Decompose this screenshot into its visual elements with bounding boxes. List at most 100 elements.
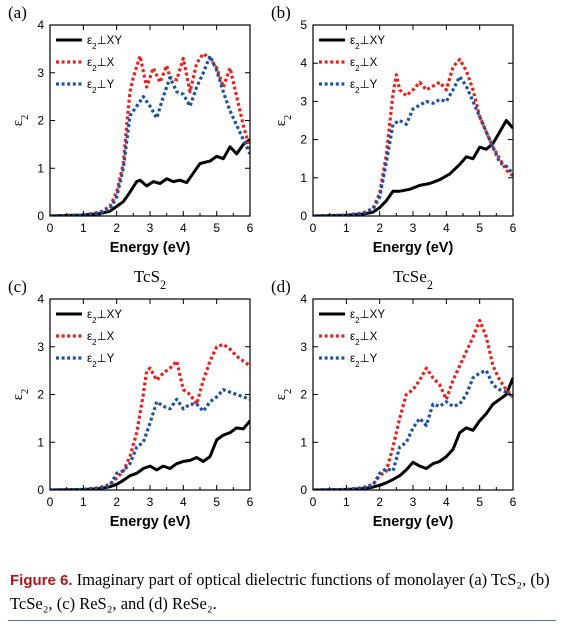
- legend-label-1: ε2⊥X: [87, 331, 115, 347]
- x-tick-label: 4: [443, 221, 450, 235]
- caption-label: Figure 6.: [10, 572, 73, 589]
- x-tick-label: 3: [410, 221, 417, 235]
- panel-label: (b): [271, 3, 291, 22]
- y-tick-label: 0: [37, 483, 44, 497]
- y-tick-label: 3: [37, 66, 44, 80]
- caption-divider: [8, 620, 556, 621]
- y-tick-label: 5: [300, 18, 307, 32]
- y-tick-label: 2: [37, 114, 44, 128]
- x-tick-label: 4: [180, 495, 187, 509]
- x-tick-label: 1: [80, 495, 87, 509]
- legend-label-2: ε2⊥Y: [87, 353, 115, 369]
- material-label: TcS2: [134, 267, 166, 292]
- material-label: TcSe2: [393, 267, 433, 292]
- x-tick-label: 5: [476, 495, 483, 509]
- x-tick-label: 6: [247, 495, 254, 509]
- chart-panel-b: 0 1 2 3 4 5 6 0 1 2 3 4 5 Energy (eV) ε2 (b) TcSe2 ε2⊥XY ε…: [271, 3, 517, 292]
- series-line-0: [313, 378, 513, 490]
- series-line-2: [313, 371, 513, 490]
- legend-label-0: ε2⊥XY: [350, 35, 385, 51]
- legend-label-2: ε2⊥Y: [350, 353, 378, 369]
- y-tick-label: 1: [300, 171, 307, 185]
- y-tick-label: 1: [37, 435, 44, 449]
- panel-label: (d): [271, 277, 291, 296]
- plot-frame: [50, 25, 250, 216]
- legend-label-0: ε2⊥XY: [87, 309, 122, 325]
- series-line-1: [50, 344, 250, 490]
- legend-label-2: ε2⊥Y: [350, 79, 378, 95]
- panel-label: (a): [8, 3, 27, 22]
- x-tick-label: 0: [47, 495, 54, 509]
- x-tick-label: 6: [247, 221, 254, 235]
- x-tick-label: 5: [213, 221, 220, 235]
- y-tick-label: 3: [300, 94, 307, 108]
- x-tick-label: 3: [410, 495, 417, 509]
- series-group: [313, 321, 513, 491]
- y-axis-label: ε2: [10, 389, 31, 401]
- y-axis-label: ε2: [273, 115, 294, 127]
- figure-6: 0 1 2 3 4 5 6 0 1 2 3 4 Energy (eV) ε2 (a) TcS2 ε2⊥XY ε2⊥…: [0, 0, 566, 540]
- legend-label-0: ε2⊥XY: [87, 35, 122, 51]
- legend-label-2: ε2⊥Y: [87, 79, 115, 95]
- y-tick-label: 3: [37, 340, 44, 354]
- figure-caption: Figure 6. Imaginary part of optical diel…: [10, 568, 550, 615]
- y-tick-label: 0: [300, 483, 307, 497]
- y-axis-label: ε2: [273, 389, 294, 401]
- x-axis-label: Energy (eV): [373, 514, 454, 530]
- x-tick-label: 3: [147, 495, 154, 509]
- panel-label: (c): [8, 277, 27, 296]
- y-tick-label: 0: [37, 209, 44, 223]
- x-tick-label: 1: [343, 221, 350, 235]
- caption-text: Imaginary part of optical dielectric fun…: [10, 570, 550, 613]
- y-tick-label: 4: [300, 56, 307, 70]
- y-tick-label: 1: [37, 161, 44, 175]
- legend-label-1: ε2⊥X: [87, 57, 115, 73]
- x-tick-label: 6: [510, 221, 517, 235]
- legend-label-0: ε2⊥XY: [350, 309, 385, 325]
- x-tick-label: 2: [113, 495, 120, 509]
- chart-panels: 0 1 2 3 4 5 6 0 1 2 3 4 Energy (eV) ε2 (a) TcS2 ε2⊥XY ε2⊥…: [0, 0, 566, 540]
- series-line-0: [50, 140, 250, 216]
- legend-label-1: ε2⊥X: [350, 331, 378, 347]
- series-line-2: [313, 77, 513, 216]
- y-tick-label: 4: [37, 292, 44, 306]
- y-tick-label: 2: [300, 133, 307, 147]
- x-tick-label: 1: [80, 221, 87, 235]
- legend-label-1: ε2⊥X: [350, 57, 378, 73]
- series-group: [50, 344, 250, 490]
- x-tick-label: 4: [443, 495, 450, 509]
- y-tick-label: 4: [300, 292, 307, 306]
- x-tick-label: 0: [47, 221, 54, 235]
- y-tick-label: 1: [300, 435, 307, 449]
- series-line-1: [313, 321, 513, 491]
- series-group: [50, 54, 250, 216]
- series-line-1: [50, 54, 250, 216]
- series-line-2: [50, 56, 250, 216]
- series-line-0: [313, 121, 513, 217]
- y-tick-label: 2: [300, 388, 307, 402]
- x-tick-label: 3: [147, 221, 154, 235]
- y-tick-label: 0: [300, 209, 307, 223]
- x-tick-label: 2: [113, 221, 120, 235]
- series-line-0: [50, 421, 250, 490]
- x-axis-label: Energy (eV): [110, 240, 191, 256]
- x-tick-label: 6: [510, 495, 517, 509]
- x-tick-label: 2: [376, 495, 383, 509]
- y-tick-label: 2: [37, 388, 44, 402]
- x-tick-label: 0: [310, 495, 317, 509]
- x-tick-label: 4: [180, 221, 187, 235]
- x-tick-label: 5: [213, 495, 220, 509]
- x-axis-label: Energy (eV): [110, 514, 191, 530]
- x-axis-label: Energy (eV): [373, 240, 454, 256]
- x-tick-label: 2: [376, 221, 383, 235]
- chart-panel-a: 0 1 2 3 4 5 6 0 1 2 3 4 Energy (eV) ε2 (a) TcS2 ε2⊥XY ε2⊥…: [8, 3, 254, 292]
- x-tick-label: 0: [310, 221, 317, 235]
- y-axis-label: ε2: [10, 115, 31, 127]
- y-tick-label: 4: [37, 18, 44, 32]
- series-line-2: [50, 390, 250, 490]
- x-tick-label: 1: [343, 495, 350, 509]
- x-tick-label: 5: [476, 221, 483, 235]
- y-tick-label: 3: [300, 340, 307, 354]
